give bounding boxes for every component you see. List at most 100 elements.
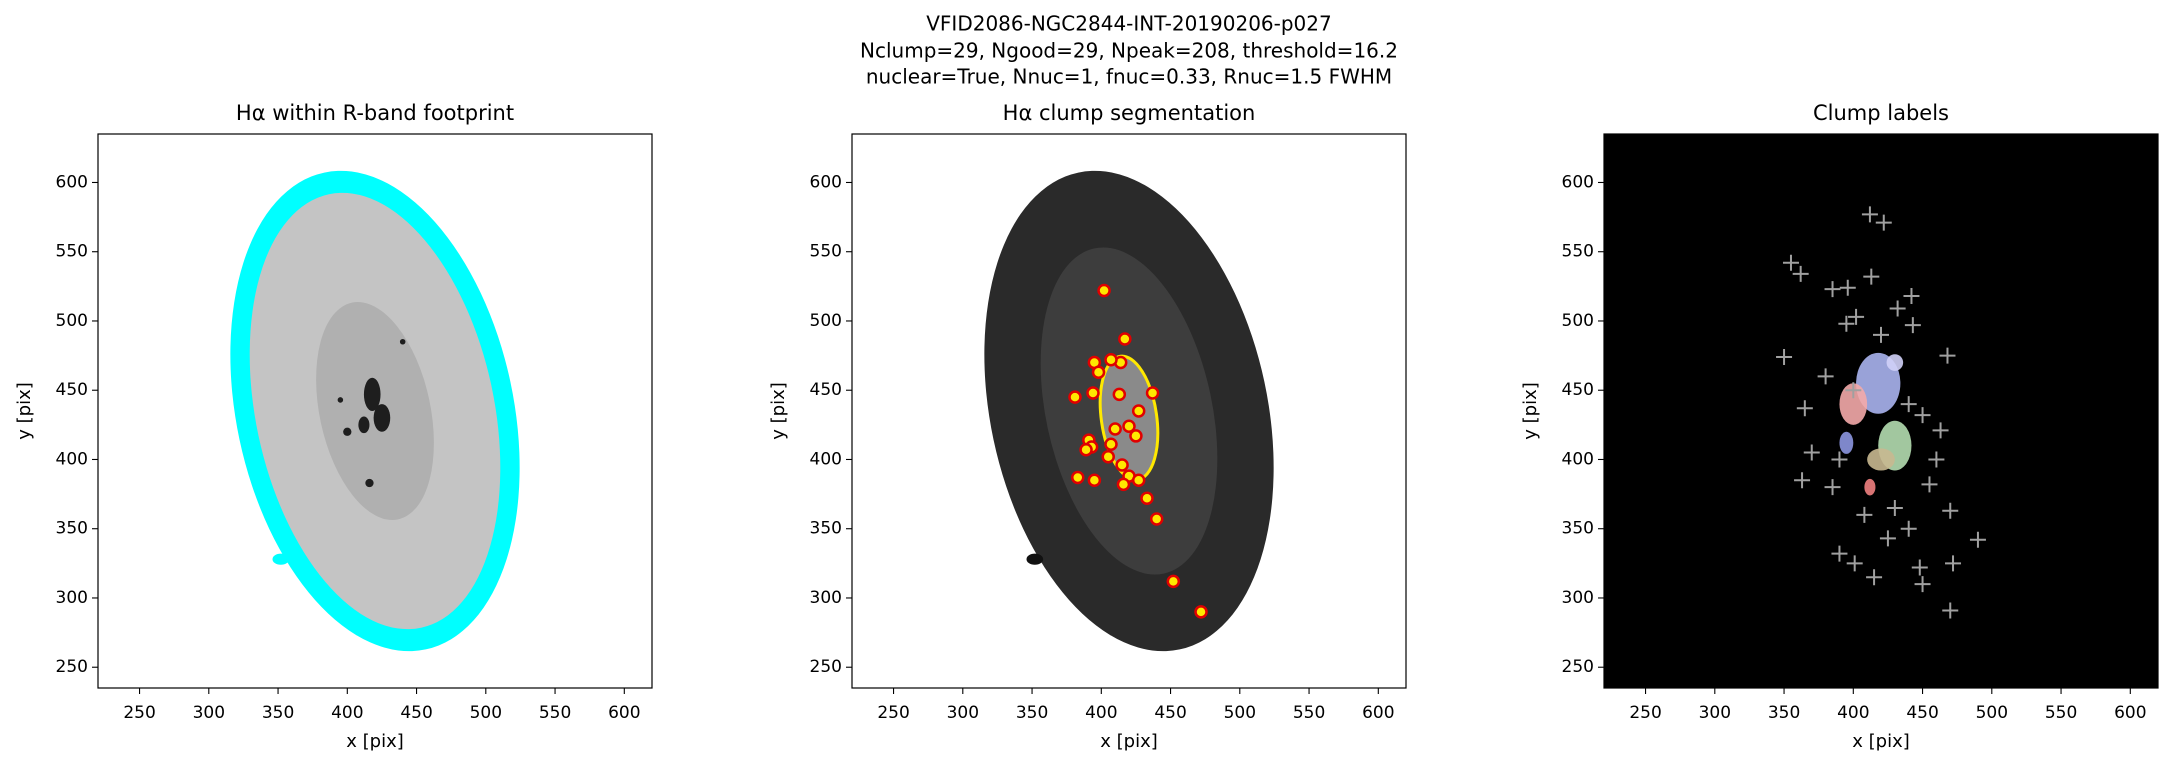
- clump-marker: [1079, 443, 1093, 457]
- axes-frame: [1603, 133, 2159, 689]
- clump-marker: [1112, 387, 1127, 402]
- y-tick-label: 550: [1562, 242, 1594, 262]
- clump-marker: [1140, 491, 1154, 506]
- label-blob: [1839, 383, 1868, 425]
- x-tick-label: 450: [400, 703, 432, 723]
- y-tick-label: 250: [56, 657, 88, 677]
- clump-marker: [1101, 449, 1115, 464]
- suptitle: nuclear=True, Nnuc=1, fnuc=0.33, Rnuc=1.…: [866, 65, 1392, 89]
- peak-marker: [1794, 472, 1811, 489]
- label-blob: [1867, 448, 1895, 471]
- axes-title: Hα clump segmentation: [1003, 101, 1256, 125]
- peak-marker: [1863, 268, 1880, 285]
- y-tick-label: 550: [810, 242, 842, 262]
- peak-marker: [1904, 317, 1921, 334]
- image-area: [1604, 134, 2158, 688]
- clump-marker: [1091, 365, 1106, 379]
- peak-marker: [1803, 444, 1820, 461]
- peak-marker: [1846, 555, 1863, 572]
- hii-blob: [272, 553, 290, 565]
- y-tick-label: 350: [56, 519, 88, 539]
- hii-blob: [363, 377, 381, 411]
- x-tick-label: 450: [1154, 703, 1186, 723]
- x-tick-label: 500: [470, 703, 502, 723]
- hii-blob: [358, 416, 370, 434]
- x-tick-label: 250: [1629, 703, 1661, 723]
- peak-marker: [1879, 530, 1896, 547]
- y-tick-label: 550: [56, 242, 88, 262]
- y-tick-label: 250: [1562, 657, 1594, 677]
- clump-marker: [1071, 470, 1085, 485]
- peak-marker: [1782, 254, 1799, 271]
- x-tick-label: 450: [1906, 703, 1938, 723]
- y-tick-label: 450: [56, 380, 88, 400]
- peak-marker: [1886, 499, 1903, 516]
- x-tick-label: 300: [193, 703, 225, 723]
- x-tick-label: 350: [1016, 703, 1048, 723]
- peak-marker: [1873, 326, 1889, 343]
- y-tick-label: 600: [56, 172, 88, 192]
- peak-marker: [1932, 422, 1949, 439]
- clump-marker: [1086, 386, 1100, 400]
- clump-marker: [1194, 605, 1208, 619]
- y-axis-label: y [pix]: [1520, 382, 1541, 440]
- label-blob: [1864, 478, 1876, 496]
- hii-blob: [337, 397, 344, 403]
- label-blob: [1839, 431, 1854, 454]
- peak-marker: [1921, 476, 1938, 493]
- suptitle: VFID2086-NGC2844-INT-20190206-p027: [926, 12, 1331, 36]
- clump-marker: [1145, 386, 1160, 400]
- peak-marker: [1856, 506, 1873, 523]
- x-axis-label: x [pix]: [1100, 731, 1158, 752]
- y-tick-label: 600: [1562, 172, 1594, 192]
- peak-marker: [1845, 382, 1862, 399]
- clump-marker: [1149, 512, 1164, 526]
- x-tick-label: 550: [2045, 703, 2077, 723]
- peak-marker: [1911, 559, 1928, 576]
- y-tick-label: 450: [810, 380, 842, 400]
- label-blob: [1886, 354, 1904, 371]
- peak-marker: [1838, 315, 1855, 332]
- clump-marker: [1104, 437, 1118, 451]
- x-tick-label: 550: [1293, 703, 1325, 723]
- x-tick-label: 250: [123, 703, 155, 723]
- y-tick-label: 500: [810, 311, 842, 331]
- y-tick-label: 400: [1562, 449, 1594, 469]
- peak-marker: [1903, 288, 1920, 305]
- x-tick-label: 350: [1768, 703, 1800, 723]
- hii-blob: [365, 478, 374, 488]
- y-axis-label: y [pix]: [14, 382, 35, 440]
- peak-marker: [1900, 520, 1917, 537]
- y-tick-label: 350: [810, 519, 842, 539]
- y-tick-label: 300: [1562, 588, 1594, 608]
- clump-marker: [1087, 473, 1102, 487]
- y-tick-label: 250: [810, 657, 842, 677]
- clump-marker: [1118, 332, 1132, 346]
- peak-marker: [1969, 531, 1986, 548]
- peak-marker: [1942, 602, 1959, 619]
- hii-blob: [343, 427, 352, 436]
- peak-marker: [1796, 400, 1813, 417]
- peak-marker: [1817, 368, 1834, 385]
- peak-marker: [1914, 576, 1931, 593]
- peak-marker: [1776, 348, 1793, 365]
- peak-marker: [1861, 206, 1878, 223]
- y-tick-label: 450: [1562, 380, 1594, 400]
- y-axis-label: y [pix]: [768, 382, 789, 440]
- peak-marker: [1824, 281, 1841, 298]
- axes-frame: [97, 133, 653, 689]
- x-tick-label: 300: [947, 703, 979, 723]
- hii-blob: [373, 404, 391, 432]
- image-area: [98, 134, 652, 688]
- image-area: [852, 134, 1406, 688]
- y-tick-label: 300: [56, 588, 88, 608]
- x-tick-label: 500: [1224, 703, 1256, 723]
- y-tick-label: 400: [810, 449, 842, 469]
- axes-frame: [851, 133, 1407, 689]
- peak-marker: [1889, 300, 1906, 317]
- peak-marker: [1900, 396, 1917, 413]
- peak-marker: [1792, 265, 1809, 282]
- y-tick-label: 350: [1562, 519, 1594, 539]
